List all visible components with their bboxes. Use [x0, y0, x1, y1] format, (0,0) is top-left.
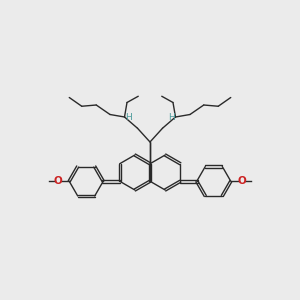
Text: O: O	[54, 176, 62, 186]
Text: H: H	[168, 112, 175, 122]
Text: O: O	[238, 176, 246, 186]
Text: H: H	[125, 112, 132, 122]
